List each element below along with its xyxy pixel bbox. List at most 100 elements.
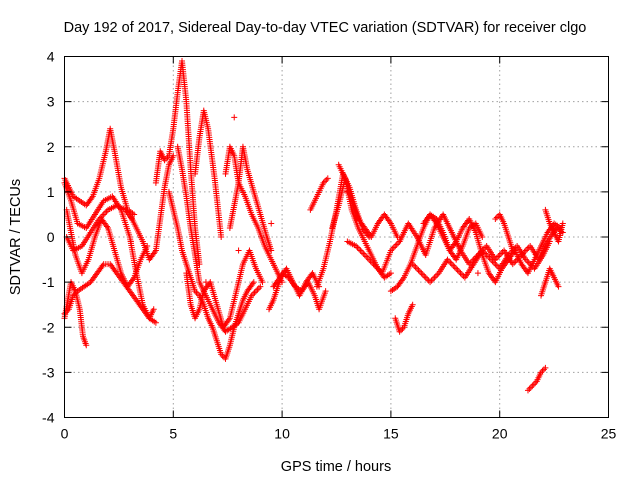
- data-point: [231, 114, 238, 121]
- data-point: [102, 209, 109, 216]
- axes: 0 5 10 15 20 25 -4 -3 -2 -1 0 1 2 3 4: [42, 49, 616, 442]
- data-point: [447, 259, 454, 266]
- data-point: [358, 249, 365, 256]
- data-point: [257, 283, 264, 290]
- y-axis-label: SDTVAR / TECUs: [8, 179, 24, 295]
- x-tick-label: 10: [274, 426, 290, 442]
- data-point: [530, 381, 537, 388]
- data-point: [390, 244, 397, 251]
- x-tick-label: 20: [492, 426, 508, 442]
- data-point: [202, 279, 209, 286]
- data-point: [322, 288, 329, 295]
- data-point: [252, 288, 259, 295]
- data-point: [387, 270, 394, 277]
- data-point: [251, 289, 258, 296]
- data-point: [457, 270, 464, 277]
- data-point: [250, 279, 257, 286]
- y-tick-label: 1: [47, 184, 55, 200]
- data-point: [364, 255, 371, 262]
- data-point: [427, 279, 434, 286]
- data-point: [526, 385, 533, 392]
- data-point: [360, 250, 367, 257]
- data-point: [259, 279, 266, 286]
- data-point: [411, 262, 418, 269]
- data-point: [344, 188, 351, 195]
- y-tick-label: -2: [42, 319, 55, 335]
- x-tick-label: 0: [61, 426, 69, 442]
- data-point: [529, 382, 536, 389]
- data-point: [409, 301, 416, 308]
- y-tick-label: 0: [47, 229, 55, 245]
- y-tick-label: -3: [42, 364, 55, 380]
- data-point: [495, 253, 502, 260]
- data-point: [218, 234, 225, 240]
- data-point: [363, 253, 370, 260]
- data-point: [127, 238, 134, 245]
- data-point: [492, 215, 499, 222]
- data-point: [415, 267, 422, 274]
- data-point: [419, 271, 426, 278]
- y-tick-label: 3: [47, 94, 55, 110]
- data-point: [254, 286, 261, 293]
- data-point: [393, 241, 400, 248]
- data-point: [509, 247, 516, 254]
- data-point: [323, 176, 330, 183]
- data-point: [361, 252, 368, 259]
- data-point: [422, 274, 429, 281]
- data-point: [268, 247, 275, 254]
- data-point: [394, 234, 401, 240]
- data-point: [150, 306, 157, 313]
- data-point: [421, 273, 428, 280]
- data-point: [324, 175, 331, 182]
- data-point: [456, 268, 463, 275]
- x-tick-label: 5: [169, 426, 177, 442]
- data-point: [546, 238, 553, 245]
- data-point: [454, 267, 461, 274]
- data-point: [235, 247, 242, 254]
- data-point: [392, 243, 399, 250]
- data-point: [524, 387, 531, 394]
- data-point: [555, 283, 562, 290]
- data-point: [542, 364, 549, 371]
- data-point: [355, 246, 362, 253]
- data-point: [492, 261, 499, 268]
- x-tick-label: 25: [601, 426, 617, 442]
- data-point: [99, 212, 106, 219]
- data-point: [450, 262, 457, 269]
- data-point: [493, 214, 500, 221]
- data-point: [431, 274, 438, 281]
- x-axis-label: GPS time / hours: [281, 459, 391, 475]
- chart-title: Day 192 of 2017, Sidereal Day-to-day VTE…: [64, 20, 587, 36]
- data-point: [496, 252, 503, 259]
- data-point: [448, 261, 455, 268]
- y-tick-label: 2: [47, 139, 55, 155]
- grid: [64, 56, 609, 418]
- y-tick-label: -1: [42, 274, 55, 290]
- data-point: [255, 285, 262, 292]
- y-tick-label: 4: [47, 49, 55, 65]
- data-point: [357, 247, 364, 254]
- data-point: [451, 264, 458, 271]
- data-point: [424, 276, 431, 283]
- data-point: [428, 277, 435, 284]
- data-point: [474, 270, 481, 277]
- data-point: [83, 342, 90, 349]
- data-points: [61, 58, 566, 394]
- data-point: [432, 273, 439, 280]
- data-point: [490, 259, 497, 266]
- data-point: [152, 319, 159, 326]
- data-point: [416, 268, 423, 275]
- data-point: [412, 264, 419, 271]
- data-point: [559, 220, 566, 227]
- x-tick-label: 15: [383, 426, 399, 442]
- data-point: [453, 265, 460, 272]
- y-tick-label: -4: [42, 410, 55, 426]
- data-point: [479, 234, 486, 240]
- data-point: [429, 276, 436, 283]
- data-point: [414, 265, 421, 272]
- data-point: [418, 270, 425, 277]
- data-point: [268, 220, 275, 227]
- data-point: [196, 261, 203, 268]
- data-point: [540, 366, 547, 373]
